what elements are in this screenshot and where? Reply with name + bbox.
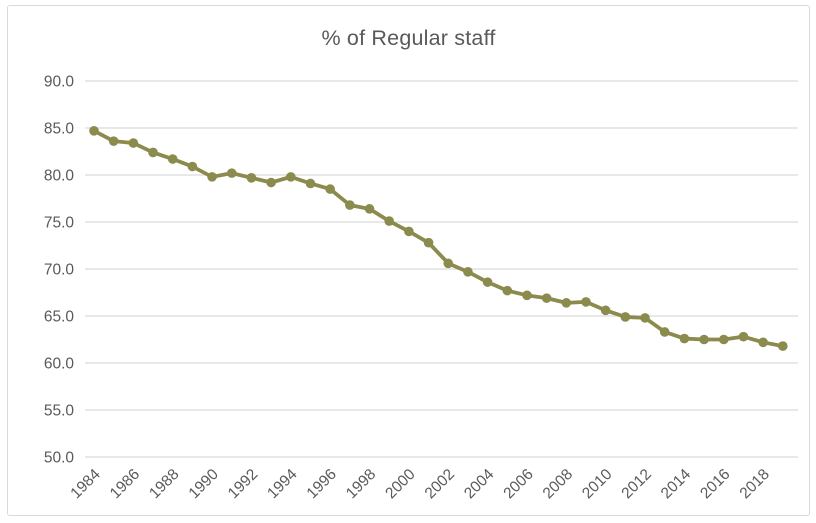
data-point-marker [207, 172, 217, 182]
x-axis-tick-label: 2010 [579, 466, 616, 503]
data-point-marker [345, 200, 355, 210]
data-point-marker [364, 204, 375, 214]
data-point-marker [148, 147, 158, 158]
x-axis-tick-label: 1998 [343, 466, 379, 502]
data-point-marker [384, 216, 395, 226]
x-axis-tick-label: 1994 [264, 466, 301, 503]
data-point-marker [600, 305, 611, 316]
x-axis-tick-label: 1988 [146, 466, 182, 502]
data-point-marker [423, 237, 434, 248]
y-axis-tick-label: 65.0 [44, 309, 75, 326]
data-point-marker [89, 126, 99, 136]
data-point-marker [502, 285, 513, 296]
x-axis-tick-label: 2018 [737, 466, 773, 502]
data-point-marker [463, 267, 473, 277]
x-axis-tick-label: 1996 [304, 466, 340, 502]
x-axis-tick-label: 2014 [658, 466, 695, 503]
series-line [92, 128, 785, 348]
data-point-marker [482, 277, 493, 287]
data-point-marker [187, 161, 198, 172]
y-axis-tick-label: 55.0 [44, 403, 75, 420]
data-point-marker [286, 172, 296, 182]
y-axis-tick-label: 80.0 [44, 168, 75, 185]
data-point-marker [778, 341, 788, 351]
x-axis-tick-label: 2004 [461, 466, 498, 503]
x-axis-tick-label: 2000 [382, 466, 419, 503]
x-axis-tick-label: 2012 [618, 466, 654, 502]
data-point-marker [128, 138, 139, 148]
data-point-marker [246, 173, 257, 183]
data-point-marker [108, 136, 119, 146]
x-axis-tick-label: 1986 [107, 466, 143, 502]
line-chart-plot: 90.0 85.0 80.0 75.0 70.0 65.0 60.0 55.0 50.01984… [44, 74, 798, 503]
data-point-marker [640, 313, 650, 323]
y-axis-tick-label: 90.0 [44, 74, 75, 91]
data-point-marker [522, 290, 532, 301]
data-point-marker [659, 327, 670, 337]
y-axis-tick-label: 60.0 [44, 356, 75, 373]
y-axis-tick-label: 70.0 [44, 262, 75, 279]
chart-frame: % of Regular staff 90.0 85.0 80.0 75.0 70.0 6… [7, 5, 810, 516]
data-point-marker [167, 154, 178, 164]
x-axis-tick-label: 1990 [186, 466, 223, 503]
data-point-marker [581, 297, 591, 307]
data-point-marker [404, 226, 414, 237]
x-axis-tick-label: 1984 [67, 466, 104, 503]
data-point-marker [266, 177, 276, 188]
x-axis-tick-label: 2008 [540, 466, 576, 502]
data-point-marker [718, 334, 729, 345]
x-axis-tick-label: 2016 [697, 466, 733, 502]
data-point-marker [738, 331, 749, 342]
data-point-marker [325, 184, 335, 194]
y-axis-tick-label: 50.0 [44, 450, 75, 467]
x-axis-tick-label: 2002 [422, 466, 458, 502]
data-point-marker [305, 178, 316, 189]
chart-title: % of Regular staff [321, 26, 496, 50]
data-point-marker [226, 168, 237, 178]
data-point-marker [679, 333, 690, 344]
y-axis-tick-label: 85.0 [44, 121, 75, 138]
data-point-marker [443, 258, 454, 269]
data-point-marker [541, 293, 552, 303]
data-point-marker [699, 334, 709, 345]
x-axis-tick-label: 1992 [225, 466, 261, 502]
data-point-marker [620, 312, 631, 322]
data-point-marker [758, 337, 768, 348]
y-axis-tick-label: 75.0 [44, 215, 75, 232]
data-point-marker [561, 298, 572, 308]
x-axis-tick-label: 2006 [500, 466, 536, 502]
